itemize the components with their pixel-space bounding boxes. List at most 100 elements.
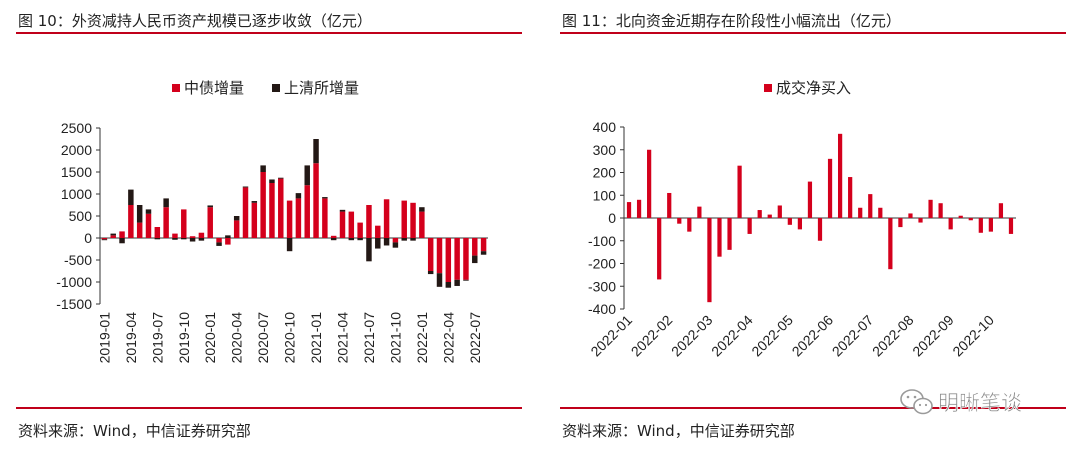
left-y-tick-label: 2500 — [61, 120, 92, 136]
left-y-tick-label: -500 — [64, 252, 92, 268]
right-bar — [647, 149, 652, 218]
left-chart: -1500 -1000 -500 0 500 1000 1500 2000 2500 2019-0… — [56, 80, 488, 364]
left-x-tick-label: 2020-01 — [202, 312, 218, 364]
right-bar — [868, 194, 873, 218]
left-bar-zhongzhai — [242, 187, 249, 238]
left-bar-zhongzhai — [154, 227, 161, 238]
left-bar-shangqing — [110, 233, 116, 236]
left-bar-shangqing — [445, 282, 452, 288]
left-bar-shangqing — [463, 279, 469, 281]
right-y-tick-label: -200 — [588, 256, 616, 272]
left-y-tick-label: 1000 — [61, 186, 92, 202]
left-x-tick-label: 2021-01 — [308, 312, 324, 364]
left-bar-shangqing — [419, 207, 425, 212]
right-bar — [747, 218, 752, 234]
left-bar-zhongzhai — [322, 198, 328, 238]
left-bar-zhongzhai — [480, 238, 487, 252]
right-title-rule — [560, 32, 1066, 34]
right-y-tick-label: -400 — [588, 301, 616, 317]
right-chart-title: 图 11：北向资金近期存在阶段性小幅流出（亿元） — [562, 12, 901, 30]
left-bar-shangqing — [216, 242, 222, 246]
left-bar-zhongzhai — [198, 232, 205, 238]
right-x-tick-label: 2022-10 — [949, 312, 997, 360]
right-chart: -400-300-200-10001002003004002022-012022… — [587, 79, 1016, 360]
left-bar-zhongzhai — [136, 222, 143, 238]
left-bar-shangqing — [454, 279, 460, 286]
left-bar-zhongzhai — [392, 238, 399, 243]
left-bar-zhongzhai — [304, 185, 310, 238]
left-bar-shangqing — [233, 216, 240, 221]
left-bar-zhongzhai — [348, 211, 355, 238]
left-bar-shangqing — [251, 201, 258, 203]
left-bar-zhongzhai — [330, 235, 337, 238]
left-bar-zhongzhai — [172, 233, 178, 238]
right-bar — [938, 203, 943, 218]
left-x-tick-label: 2019-07 — [149, 312, 165, 364]
right-y-tick-label: 400 — [593, 119, 617, 135]
left-bar-zhongzhai — [463, 238, 469, 280]
right-y-tick-label: -300 — [588, 278, 616, 294]
left-bar-zhongzhai — [383, 199, 390, 238]
right-x-tick-label: 2022-05 — [748, 312, 796, 360]
left-bar-zhongzhai — [207, 207, 213, 238]
right-legend-swatch — [764, 84, 772, 92]
left-bar-shangqing — [295, 193, 302, 199]
left-bar-shangqing — [269, 179, 275, 183]
left-bar-shangqing — [401, 238, 407, 241]
right-bar — [878, 207, 883, 218]
right-bar — [807, 181, 813, 218]
left-bar-zhongzhai — [286, 200, 293, 238]
left-bar-zhongzhai — [189, 236, 196, 238]
left-bar-zhongzhai — [339, 211, 346, 238]
watermark-text: 明晰笔谈 — [938, 391, 1022, 415]
right-bar — [677, 218, 682, 224]
right-x-tick-label: 2022-04 — [708, 312, 756, 360]
right-x-tick-label: 2022-07 — [829, 312, 877, 360]
left-bar-zhongzhai — [110, 235, 116, 238]
left-bar-zhongzhai — [445, 238, 452, 282]
left-bar-zhongzhai — [269, 183, 275, 238]
right-bar — [858, 207, 863, 218]
left-x-tick-label: 2019-04 — [123, 312, 139, 364]
left-bar-shangqing — [145, 209, 152, 214]
left-bar-shangqing — [207, 205, 213, 208]
right-y-tick-label: -100 — [588, 233, 616, 249]
right-bar — [626, 202, 632, 218]
right-bar — [888, 218, 893, 270]
left-bar-zhongzhai — [357, 222, 363, 238]
right-bar — [898, 218, 903, 228]
right-y-tick-label: 200 — [593, 165, 617, 181]
right-bar — [928, 199, 933, 218]
left-bar-shangqing — [242, 186, 249, 188]
left-legend-label-shangqing: 上清所增量 — [284, 80, 359, 97]
left-bar-shangqing — [375, 238, 381, 249]
left-bar-shangqing — [286, 238, 293, 252]
left-x-tick-label: 2022-04 — [440, 312, 456, 364]
left-x-tick-label: 2020-10 — [282, 312, 298, 364]
left-bar-shangqing — [436, 273, 443, 287]
left-bar-zhongzhai — [216, 238, 222, 243]
right-bar — [727, 218, 732, 250]
right-bar — [817, 218, 823, 241]
wechat-icon — [900, 389, 933, 415]
left-bar-shangqing — [339, 209, 346, 212]
left-bar-shangqing — [101, 239, 108, 241]
left-x-tick-label: 2020-04 — [229, 312, 245, 364]
right-bar — [717, 218, 722, 257]
right-bar — [787, 218, 792, 225]
left-bar-zhongzhai — [427, 238, 434, 271]
right-bar — [667, 192, 672, 218]
right-x-tick-label: 2022-06 — [789, 312, 837, 360]
left-bar-shangqing — [136, 205, 143, 223]
left-bar-zhongzhai — [401, 200, 407, 238]
left-x-tick-label: 2019-10 — [176, 312, 192, 364]
left-bar-shangqing — [410, 238, 416, 241]
right-x-tick-label: 2022-08 — [869, 312, 917, 360]
left-y-tick-label: 500 — [69, 208, 93, 224]
right-bar — [978, 218, 983, 233]
left-bar-shangqing — [198, 238, 205, 241]
left-bar-shangqing — [181, 238, 187, 240]
right-bar — [827, 158, 833, 218]
left-bar-shangqing — [119, 238, 125, 244]
right-bar — [657, 218, 662, 280]
